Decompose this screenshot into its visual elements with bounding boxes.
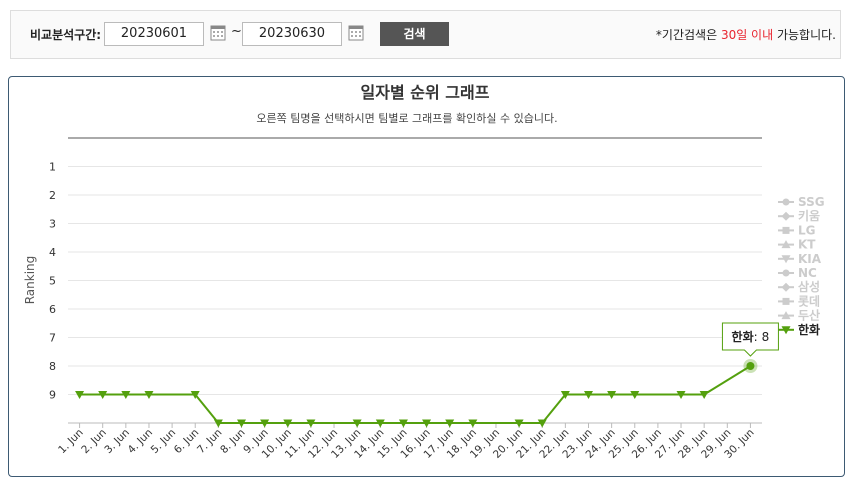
legend-marker [781,211,791,221]
point-marker [260,419,270,428]
x-tick-label: 8. Jun [218,427,248,457]
note-highlight: 30일 이내 [720,28,774,42]
legend-marker [781,326,791,335]
note-text: *기간검색은 [655,28,721,42]
point-marker [537,419,547,428]
point-marker [584,391,593,399]
point-marker [352,419,362,428]
tooltip-separator: : [754,330,758,344]
legend-marker [782,297,790,305]
point-marker [237,419,246,428]
point-marker [468,419,478,428]
start-date-input[interactable]: 20230601 [104,22,204,46]
legend-label: LG [798,223,816,237]
y-tick-label: 4 [49,246,56,259]
point-marker [144,391,154,399]
point-marker [630,391,640,399]
calendar-icon[interactable] [210,24,226,41]
x-tick-label: 4. Jun [126,427,156,457]
y-tick-label: 9 [49,389,56,402]
x-tick-label: 2. Jun [79,427,109,457]
point-marker [121,391,131,399]
legend-label: 삼성 [798,279,820,294]
x-tick-label: 3. Jun [102,427,132,457]
y-tick-label: 6 [49,303,56,316]
point-marker [607,391,617,399]
legend-label: 롯데 [798,293,820,308]
point-marker [445,419,455,428]
series-line [194,393,311,424]
legend-marker [782,198,790,206]
legend-label: 두산 [798,308,820,323]
search-bar: 비교분석구간: 20230601 ~ 20230630 검색 *기간검색은 30… [10,10,841,59]
tooltip: 한화: 8 [721,322,779,357]
range-label: 비교분석구간: [30,28,102,42]
tooltip-value: 8 [762,330,770,344]
point-marker [375,419,385,428]
point-marker [699,391,709,399]
legend-label: NC [798,266,817,280]
tooltip-text: 한화: 8 [732,329,770,344]
end-date-input[interactable]: 20230630 [242,22,342,46]
point-marker [676,391,686,399]
legend-marker [782,269,790,277]
chart-box [8,76,845,477]
legend-label: 한화 [798,322,820,337]
y-tick-label: 1 [49,161,56,174]
note-text: 가능합니다. [773,28,836,42]
point-marker [306,419,316,428]
x-tick-label: 1. Jun [56,427,86,457]
chart-title: 일자별 순위 그래프 [361,83,490,102]
legend-label: KIA [798,252,822,266]
chart-subtitle: 오른쪽 팀명을 선택하시면 팀별로 그래프를 확인하실 수 있습니다. [256,111,557,125]
legend-label: 키움 [798,208,820,223]
y-tick-label: 8 [49,360,56,373]
series-line [519,393,635,424]
legend-marker [782,226,790,234]
legend-label: KT [798,238,816,252]
point-marker [398,419,408,428]
tooltip-series: 한화 [732,329,754,344]
tooltip-box [721,322,779,357]
range-separator: ~ [231,24,242,39]
y-tick-label: 5 [49,275,56,288]
y-axis-label: Ranking [23,256,37,305]
point-marker [560,391,570,399]
point-marker [75,391,85,399]
y-tick-label: 3 [49,218,56,231]
point-marker [746,362,755,370]
point-marker [514,419,524,428]
point-marker [98,391,108,399]
point-marker [422,419,432,428]
search-button[interactable]: 검색 [380,22,449,46]
point-marker [283,419,293,428]
legend-marker [781,311,791,320]
point-marker [213,419,223,428]
x-tick-label: 5. Jun [149,427,179,457]
legend-label: SSG [798,195,825,209]
y-tick-label: 2 [49,189,56,202]
legend-marker [781,240,791,249]
gap-connector [703,365,751,396]
point-marker [190,391,200,399]
calendar-icon[interactable] [348,24,364,41]
legend-marker [781,255,791,264]
search-note: *기간검색은 30일 이내 가능합니다. [656,26,836,43]
legend-marker [781,282,791,292]
y-tick-label: 7 [49,332,56,345]
x-tick-label: 6. Jun [172,427,202,457]
x-tick-label: 7. Jun [195,427,225,457]
